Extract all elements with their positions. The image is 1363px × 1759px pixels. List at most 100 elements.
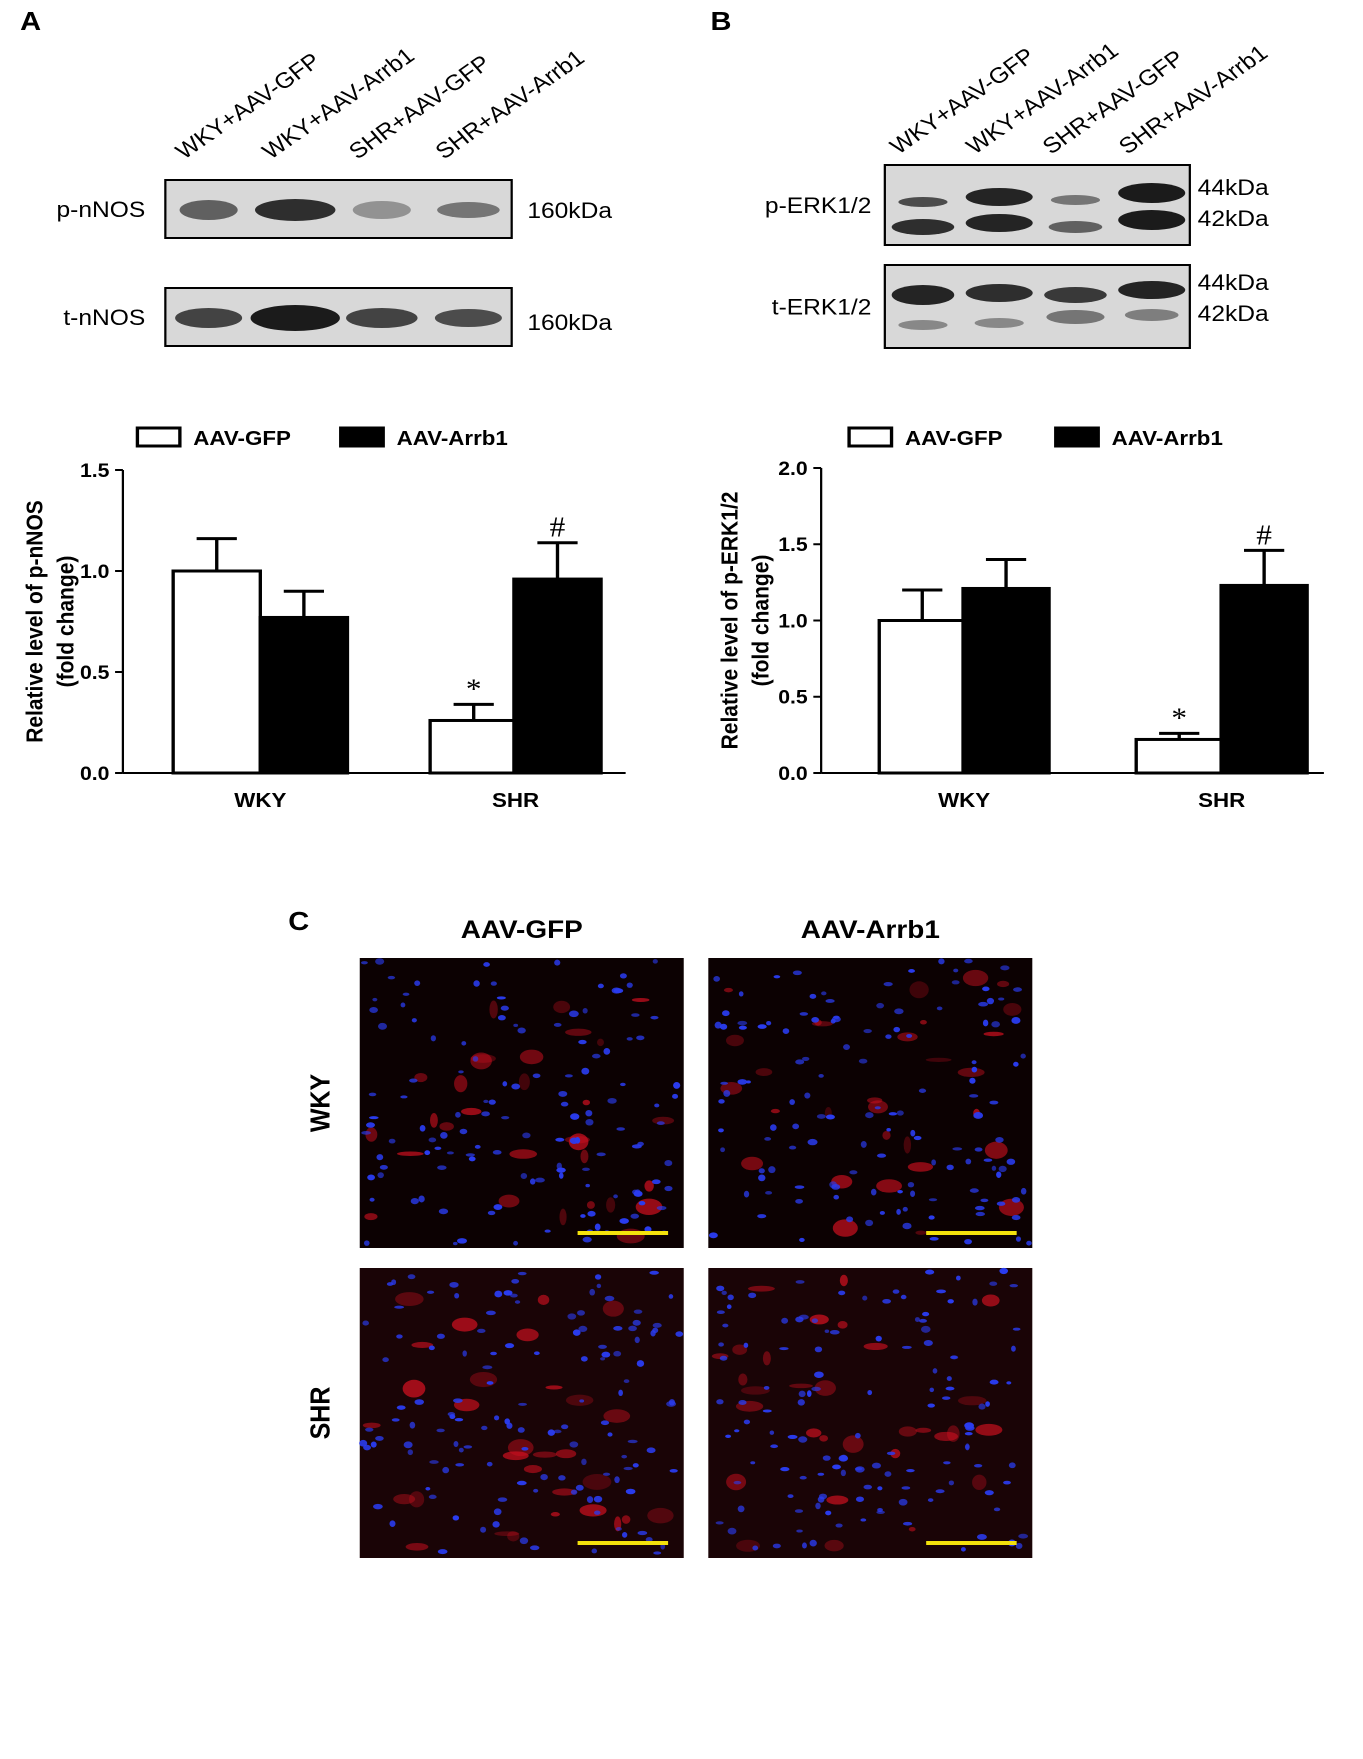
nucleus	[585, 1109, 593, 1117]
stain	[518, 1073, 530, 1091]
nucleus	[567, 1313, 577, 1320]
nucleus	[442, 1466, 450, 1474]
nucleus	[907, 1181, 915, 1188]
stain	[741, 1156, 764, 1171]
nucleus	[601, 1351, 611, 1358]
y-axis-label: Relative level of p-nNOS	[21, 500, 47, 743]
nucleus	[914, 1317, 920, 1322]
stain	[502, 1451, 529, 1461]
nucleus	[593, 1495, 603, 1503]
nucleus	[769, 1430, 775, 1435]
nucleus	[511, 1083, 521, 1090]
nucleus	[913, 1135, 922, 1141]
nucleus	[572, 1329, 581, 1336]
nucleus	[975, 1211, 986, 1217]
nucleus	[362, 1320, 369, 1326]
nucleus	[558, 1475, 566, 1481]
nucleus	[978, 1001, 989, 1007]
panel-label: C	[288, 906, 309, 935]
nucleus	[865, 1219, 874, 1227]
nucleus	[737, 1079, 748, 1085]
nucleus	[752, 1545, 759, 1551]
nucleus	[483, 1099, 489, 1104]
nucleus	[465, 1153, 476, 1157]
nucleus	[493, 1508, 502, 1516]
nucleus	[727, 1294, 734, 1301]
nucleus	[487, 1210, 496, 1216]
stain	[762, 1351, 771, 1366]
blot-band	[1044, 287, 1107, 303]
nucleus	[553, 1429, 562, 1434]
nucleus	[910, 1190, 916, 1198]
nucleus	[893, 1026, 901, 1033]
nucleus	[901, 1345, 912, 1349]
nucleus	[437, 1549, 448, 1555]
nucleus	[922, 1311, 930, 1317]
nucleus	[402, 992, 410, 996]
nucleus	[440, 1132, 448, 1139]
nucleus	[591, 1548, 598, 1554]
nucleus	[734, 1429, 740, 1433]
blot-band	[255, 199, 336, 221]
nucleus	[1015, 1542, 1023, 1550]
nucleus	[945, 1386, 955, 1391]
nucleus	[579, 1399, 585, 1403]
blot-band	[898, 197, 948, 207]
nucleus	[964, 1431, 973, 1436]
stain	[430, 1113, 438, 1128]
panel-label: B	[711, 6, 732, 35]
stain	[580, 1149, 589, 1164]
nucleus	[560, 1101, 569, 1107]
nucleus	[849, 1170, 858, 1175]
stain	[550, 1512, 560, 1517]
nucleus	[860, 1518, 867, 1522]
nucleus	[477, 1328, 486, 1334]
y-tick-label: 0.5	[778, 688, 807, 709]
nucleus	[533, 1351, 540, 1356]
nucleus	[555, 1137, 565, 1142]
nucleus	[743, 1190, 750, 1198]
nucleus	[585, 1183, 590, 1188]
nucleus	[727, 1527, 737, 1535]
nucleus	[581, 1067, 590, 1075]
nucleus	[652, 1327, 659, 1334]
nucleus	[368, 1092, 377, 1097]
nucleus	[898, 1498, 908, 1506]
y-axis-label: Relative level of p-ERK1/2	[716, 492, 742, 750]
blot-band	[1046, 310, 1105, 324]
nucleus	[982, 986, 990, 992]
nucleus	[718, 1342, 724, 1347]
nucleus	[716, 1285, 725, 1292]
nucleus	[946, 1164, 954, 1171]
nucleus	[529, 1178, 536, 1185]
stain	[516, 1328, 539, 1342]
nucleus	[615, 1527, 622, 1531]
nucleus	[518, 1402, 527, 1406]
nucleus	[558, 1090, 568, 1097]
nucleus	[634, 1189, 641, 1195]
nucleus	[996, 1171, 1002, 1178]
nucleus	[792, 970, 802, 976]
y-tick-label: 0.0	[80, 764, 109, 785]
significance-mark: *	[466, 675, 482, 705]
nucleus	[607, 1097, 617, 1104]
stain	[876, 1179, 903, 1193]
nucleus	[973, 1463, 983, 1468]
blot-band	[898, 320, 948, 330]
nucleus	[519, 1537, 529, 1545]
nucleus	[461, 1041, 467, 1046]
nucleus	[453, 1398, 463, 1403]
nucleus	[600, 1420, 610, 1426]
nucleus	[620, 1082, 626, 1087]
nucleus	[361, 1130, 371, 1135]
nucleus	[651, 1179, 661, 1185]
blot-band	[1050, 195, 1101, 205]
nucleus	[838, 1290, 846, 1296]
nucleus	[377, 1172, 384, 1179]
nucleus	[860, 1140, 867, 1148]
nucleus	[715, 1521, 724, 1525]
stain	[732, 1344, 748, 1355]
row-label: SHR	[304, 1387, 336, 1440]
nucleus	[936, 1289, 947, 1294]
micrograph	[708, 1268, 1033, 1558]
